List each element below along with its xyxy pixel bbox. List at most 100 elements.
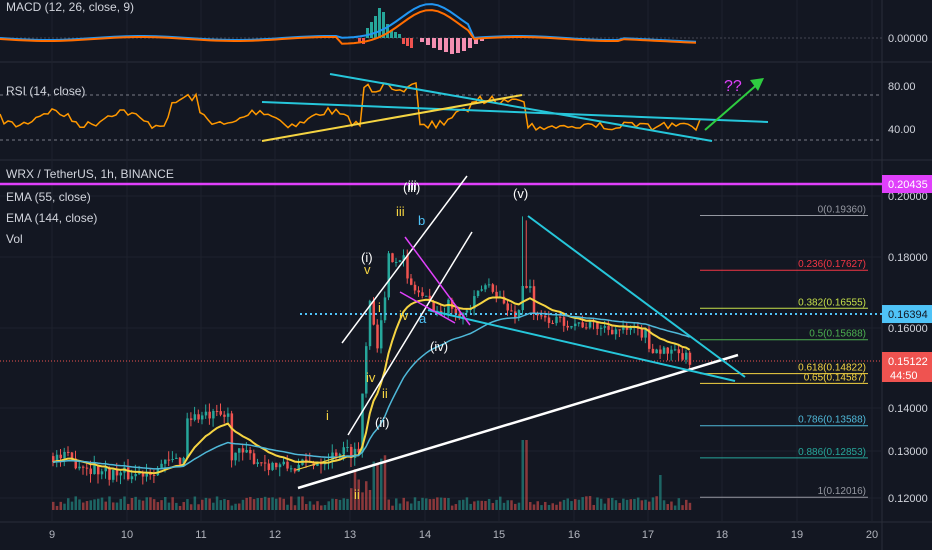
volume-bar: [547, 505, 551, 510]
price-y-tick: 0.13000: [888, 446, 928, 458]
volume-bar: [417, 501, 420, 510]
macd-histogram-bar: [426, 38, 430, 45]
dotted-level-label: 0.16394: [888, 309, 928, 321]
channel-line: [347, 231, 473, 436]
last-price-label: 0.15122: [888, 356, 928, 368]
volume-bar: [308, 501, 312, 510]
volume-bar: [130, 498, 134, 510]
volume-bar: [566, 498, 569, 510]
candle-body: [614, 329, 618, 335]
candle-body: [376, 324, 379, 349]
macd-histogram-bar: [438, 38, 442, 50]
candle-body: [402, 255, 405, 261]
descending-trendline: [427, 309, 736, 382]
volume-bar: [614, 500, 618, 510]
candle-body: [391, 253, 394, 263]
volume-bar: [413, 497, 417, 510]
rsi-y-tick: 40.00: [888, 124, 916, 136]
volume-bar: [365, 481, 368, 510]
macd-histogram-bar: [402, 38, 405, 44]
fib-level-label: 0.65(0.14587): [804, 372, 866, 383]
candle-body: [677, 349, 681, 354]
candle-body: [588, 320, 592, 328]
volume-bar: [353, 469, 357, 510]
candle-body: [350, 446, 353, 459]
volume-bar: [156, 502, 160, 510]
candle-body: [89, 468, 92, 475]
macd-histogram-bar: [366, 28, 369, 38]
candle-body: [193, 414, 197, 420]
x-tick-label: 19: [791, 529, 803, 541]
volume-bar: [271, 497, 274, 510]
macd-histogram-bar: [374, 16, 377, 38]
volume-bar: [160, 500, 163, 510]
last-price-tag: [882, 352, 932, 382]
rsi-y-tick: 80.00: [888, 81, 916, 93]
macd-histogram-bar: [370, 22, 373, 38]
candle-body: [245, 449, 248, 453]
candle-body: [607, 326, 610, 330]
candle-body: [353, 448, 357, 459]
candle-body: [320, 463, 323, 465]
candle-body: [178, 457, 182, 465]
candle-body: [167, 459, 171, 461]
volume-bar: [588, 496, 592, 510]
ema55-line: [52, 296, 691, 475]
candle-body: [555, 316, 558, 324]
volume-bar: [282, 498, 285, 510]
price-y-tick: 0.20000: [888, 191, 928, 203]
volume-bar: [171, 497, 174, 510]
rsi-trendline: [261, 101, 769, 123]
volume-bar: [398, 503, 402, 510]
volume-bar: [175, 502, 178, 510]
candle-body: [596, 322, 599, 329]
macd-histogram-bar: [462, 38, 466, 51]
candle-body: [681, 353, 684, 360]
candle-body: [644, 328, 647, 338]
countdown-label: 44:50: [890, 370, 918, 382]
candle-body: [432, 301, 435, 312]
rsi-projection-arrow: [704, 81, 761, 131]
volume-bar: [425, 498, 428, 510]
candle-body: [63, 451, 66, 459]
volume-bar: [263, 496, 267, 510]
volume-bar: [618, 502, 621, 510]
candle-body: [346, 446, 349, 448]
candle-body: [659, 349, 662, 354]
candle-body: [78, 466, 81, 469]
volume-bar: [241, 499, 245, 510]
volume-bar: [670, 501, 673, 510]
candle-body: [458, 314, 461, 319]
candle-body: [480, 289, 483, 291]
rsi-label: RSI (14, close): [6, 84, 86, 98]
volume-bar: [260, 497, 263, 510]
volume-bar: [327, 501, 330, 510]
fib-level-label: 0.382(0.16555): [798, 297, 866, 308]
candle-body: [395, 262, 398, 264]
volume-bar: [480, 500, 483, 510]
candle-body: [611, 329, 614, 335]
fib-level-label: 1(0.12016): [818, 486, 866, 497]
volume-bar: [592, 504, 595, 510]
volume-bar: [226, 500, 230, 510]
candle-body: [510, 310, 513, 312]
volume-bar: [607, 498, 610, 510]
volume-bar: [301, 496, 304, 510]
volume-bar: [536, 501, 539, 510]
candle-body: [164, 459, 167, 464]
candle-body: [473, 296, 476, 309]
x-tick-label: 11: [195, 529, 206, 541]
macd-histogram-bar: [378, 8, 381, 38]
volume-bar: [551, 503, 554, 510]
candle-body: [517, 310, 521, 318]
rsi-arrow-head: [750, 78, 764, 91]
volume-bar: [469, 503, 472, 510]
volume-bar: [252, 499, 256, 510]
vol-label: Vol: [6, 232, 23, 246]
volume-bar: [544, 501, 547, 510]
x-tick-label: 13: [344, 529, 356, 541]
volume-bar: [521, 440, 524, 510]
candle-body: [212, 410, 215, 419]
volume-bar: [215, 496, 219, 510]
